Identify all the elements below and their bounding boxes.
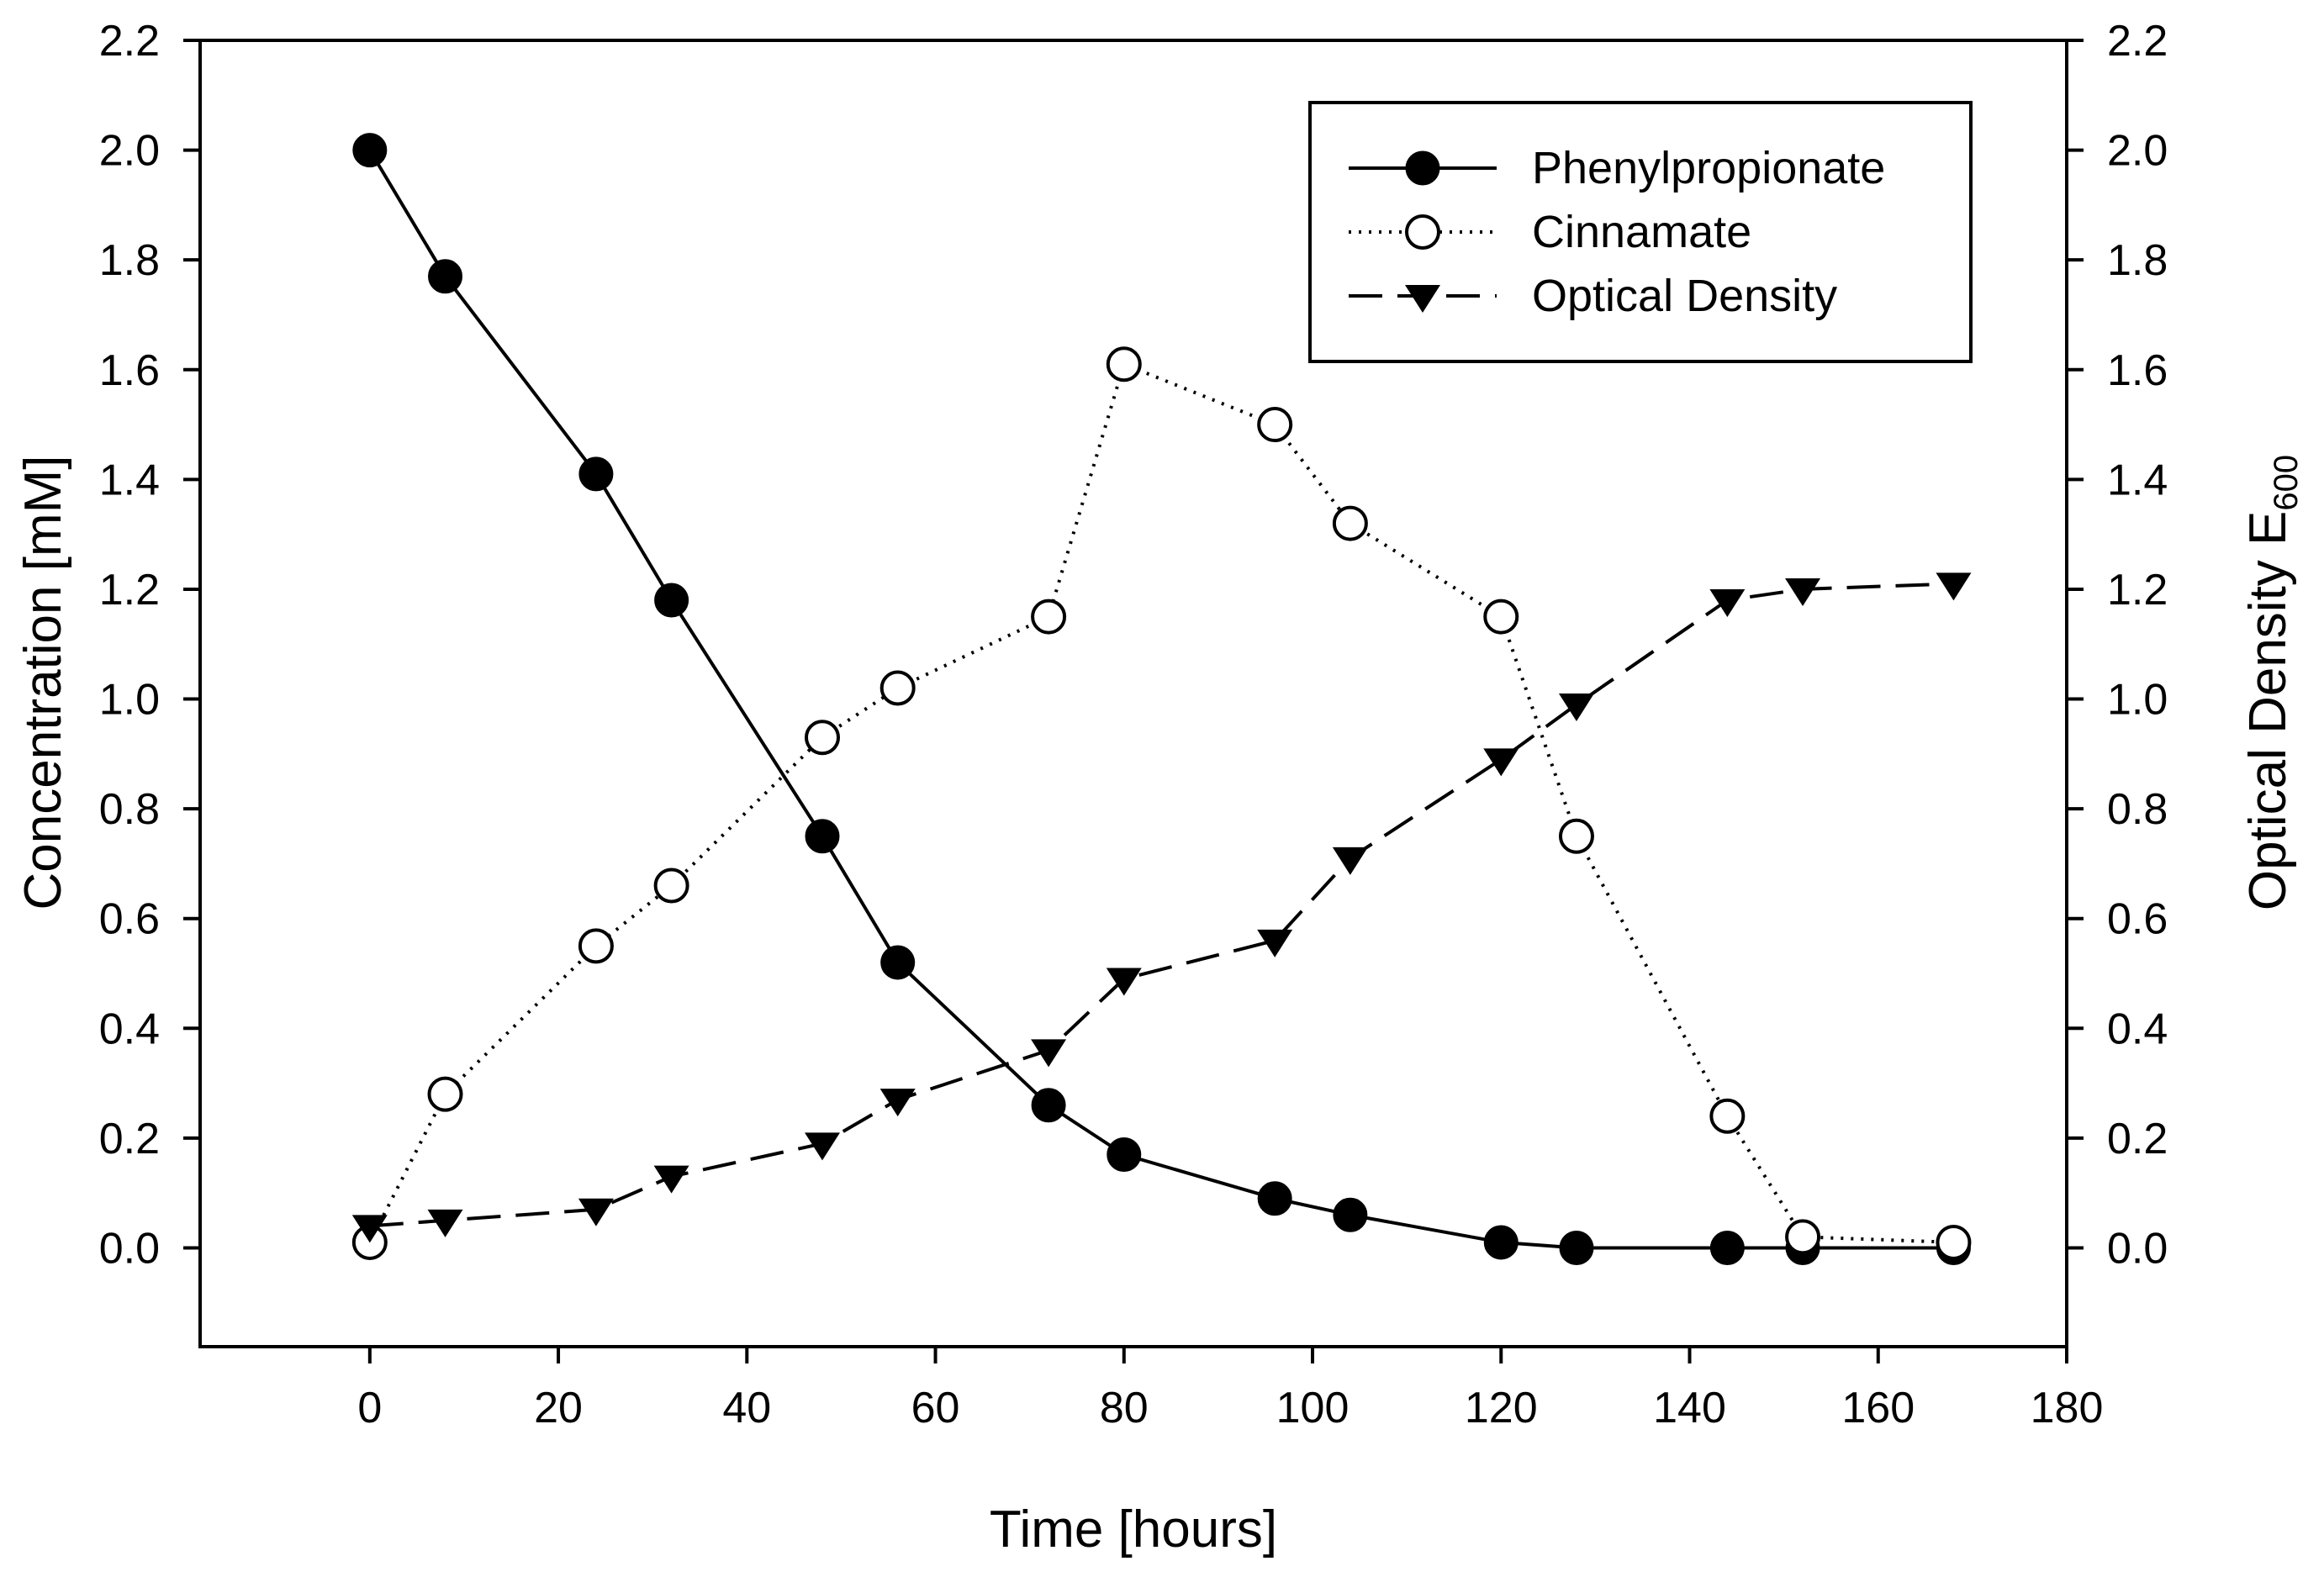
x-tick-label-2: 40: [722, 1384, 771, 1432]
point-phenylpropionate-0: [352, 133, 388, 168]
point-optical-density-10: [1483, 748, 1519, 777]
legend-entry-phenylpropionate: Phenylpropionate: [1349, 143, 1885, 193]
point-phenylpropionate-11: [1559, 1230, 1594, 1265]
point-optical-density-8: [1257, 929, 1293, 957]
y-axis-right-title-main: Optical Density E: [2239, 511, 2297, 911]
y-left-tick-label-4: 0.8: [99, 785, 160, 834]
point-optical-density-9: [1332, 847, 1368, 875]
y-left-tick-label-9: 1.8: [99, 236, 160, 285]
legend-marker-phenylpropionate: [1405, 150, 1440, 186]
y-left-tick-label-7: 1.4: [99, 456, 160, 504]
point-cinnamate-13: [1785, 1219, 1821, 1255]
point-optical-density-5: [879, 1089, 916, 1117]
point-cinnamate-4: [805, 720, 840, 756]
legend-entry-optical-density: Optical Density: [1349, 271, 1837, 321]
series-layer: [351, 133, 1972, 1265]
y-right-tick-label-11: 2.2: [2107, 17, 2168, 66]
y-right-tick-label-3: 0.6: [2107, 895, 2168, 944]
x-tick-label-1: 20: [534, 1384, 583, 1432]
point-cinnamate-1: [427, 1076, 463, 1112]
point-cinnamate-3: [653, 868, 689, 904]
y-right-tick-label-2: 0.4: [2107, 1005, 2168, 1053]
y-axis-left-title: Concentration [mM]: [14, 456, 72, 910]
point-phenylpropionate-8: [1257, 1181, 1292, 1216]
y-right-tick-label-6: 1.2: [2107, 566, 2168, 614]
point-optical-density-3: [653, 1165, 689, 1194]
point-cinnamate-6: [1031, 599, 1067, 635]
axes-layer: 0 20 40 60 80 100 120 140 160 180 0.0 0.0 0.2 0.2 0.4 0…: [99, 17, 2168, 1432]
y-axis-right-title-subscript: 600: [2268, 455, 2305, 511]
x-tick-label-5: 100: [1276, 1384, 1350, 1432]
y-left-tick-label-0: 0.0: [99, 1224, 160, 1273]
y-right-tick-label-8: 1.6: [2107, 346, 2168, 395]
point-optical-density-1: [427, 1209, 463, 1237]
point-phenylpropionate-10: [1483, 1225, 1519, 1260]
y-left-tick-label-11: 2.2: [99, 17, 160, 66]
y-left-tick-label-8: 1.6: [99, 346, 160, 395]
point-optical-density-6: [1031, 1039, 1067, 1068]
legend-label-cinnamate: Cinnamate: [1532, 207, 1751, 257]
x-axis-title: Time [hours]: [990, 1501, 1277, 1559]
point-optical-density-12: [1709, 589, 1746, 617]
y-right-tick-label-9: 1.8: [2107, 236, 2168, 285]
point-phenylpropionate-2: [578, 456, 614, 492]
y-axis-right-title: Optical Density E600: [2239, 455, 2305, 910]
y-right-tick-label-1: 0.2: [2107, 1115, 2168, 1163]
point-cinnamate-5: [879, 670, 916, 706]
point-phenylpropionate-12: [1709, 1230, 1745, 1265]
y-right-tick-label-5: 1.0: [2107, 676, 2168, 725]
point-phenylpropionate-9: [1333, 1197, 1368, 1232]
y-right-tick-label-10: 2.0: [2107, 127, 2168, 176]
x-tick-label-3: 60: [911, 1384, 960, 1432]
y-left-tick-label-2: 0.4: [99, 1005, 160, 1053]
point-cinnamate-12: [1709, 1098, 1746, 1134]
legend-label-phenylpropionate: Phenylpropionate: [1532, 143, 1885, 193]
x-tick-label-6: 120: [1465, 1384, 1538, 1432]
legend-marker-optical-density: [1405, 285, 1440, 313]
y-right-tick-label-7: 1.4: [2107, 456, 2168, 504]
point-cinnamate-8: [1257, 407, 1293, 443]
point-optical-density-11: [1558, 694, 1594, 722]
point-phenylpropionate-6: [1031, 1088, 1066, 1123]
point-optical-density-2: [578, 1198, 614, 1226]
point-phenylpropionate-3: [654, 583, 689, 618]
y-right-tick-label-4: 0.8: [2107, 785, 2168, 834]
x-tick-label-4: 80: [1100, 1384, 1149, 1432]
point-cinnamate-10: [1483, 599, 1519, 635]
point-optical-density-14: [1936, 572, 1972, 601]
point-phenylpropionate-7: [1107, 1137, 1142, 1172]
legend-marker-cinnamate: [1405, 214, 1440, 250]
y-left-tick-label-3: 0.6: [99, 895, 160, 944]
point-cinnamate-14: [1936, 1224, 1972, 1260]
y-left-tick-label-6: 1.2: [99, 566, 160, 614]
point-phenylpropionate-4: [805, 819, 840, 854]
y-right-tick-label-0: 0.0: [2107, 1224, 2168, 1273]
point-optical-density-13: [1785, 578, 1821, 606]
x-tick-label-0: 0: [357, 1384, 382, 1432]
legend-label-optical-density: Optical Density: [1532, 271, 1837, 321]
point-phenylpropionate-1: [428, 259, 463, 294]
x-tick-label-9: 180: [2031, 1384, 2104, 1432]
point-cinnamate-7: [1106, 346, 1142, 382]
x-tick-label-7: 140: [1653, 1384, 1726, 1432]
point-cinnamate-9: [1332, 505, 1368, 541]
legend-entry-cinnamate: Cinnamate: [1349, 207, 1751, 257]
point-optical-density-7: [1106, 968, 1142, 996]
point-cinnamate-2: [578, 928, 614, 964]
y-left-tick-label-10: 2.0: [99, 127, 160, 176]
legend: Phenylpropionate Cinnamate Optical Densi…: [1308, 101, 1973, 363]
point-cinnamate-11: [1558, 818, 1594, 854]
point-optical-density-0: [351, 1215, 388, 1243]
y-left-tick-label-1: 0.2: [99, 1115, 160, 1163]
y-left-tick-label-5: 1.0: [99, 676, 160, 725]
point-optical-density-4: [805, 1132, 840, 1161]
point-phenylpropionate-5: [880, 945, 916, 980]
x-tick-label-8: 160: [1841, 1384, 1915, 1432]
plot-frame: [198, 39, 2068, 1348]
